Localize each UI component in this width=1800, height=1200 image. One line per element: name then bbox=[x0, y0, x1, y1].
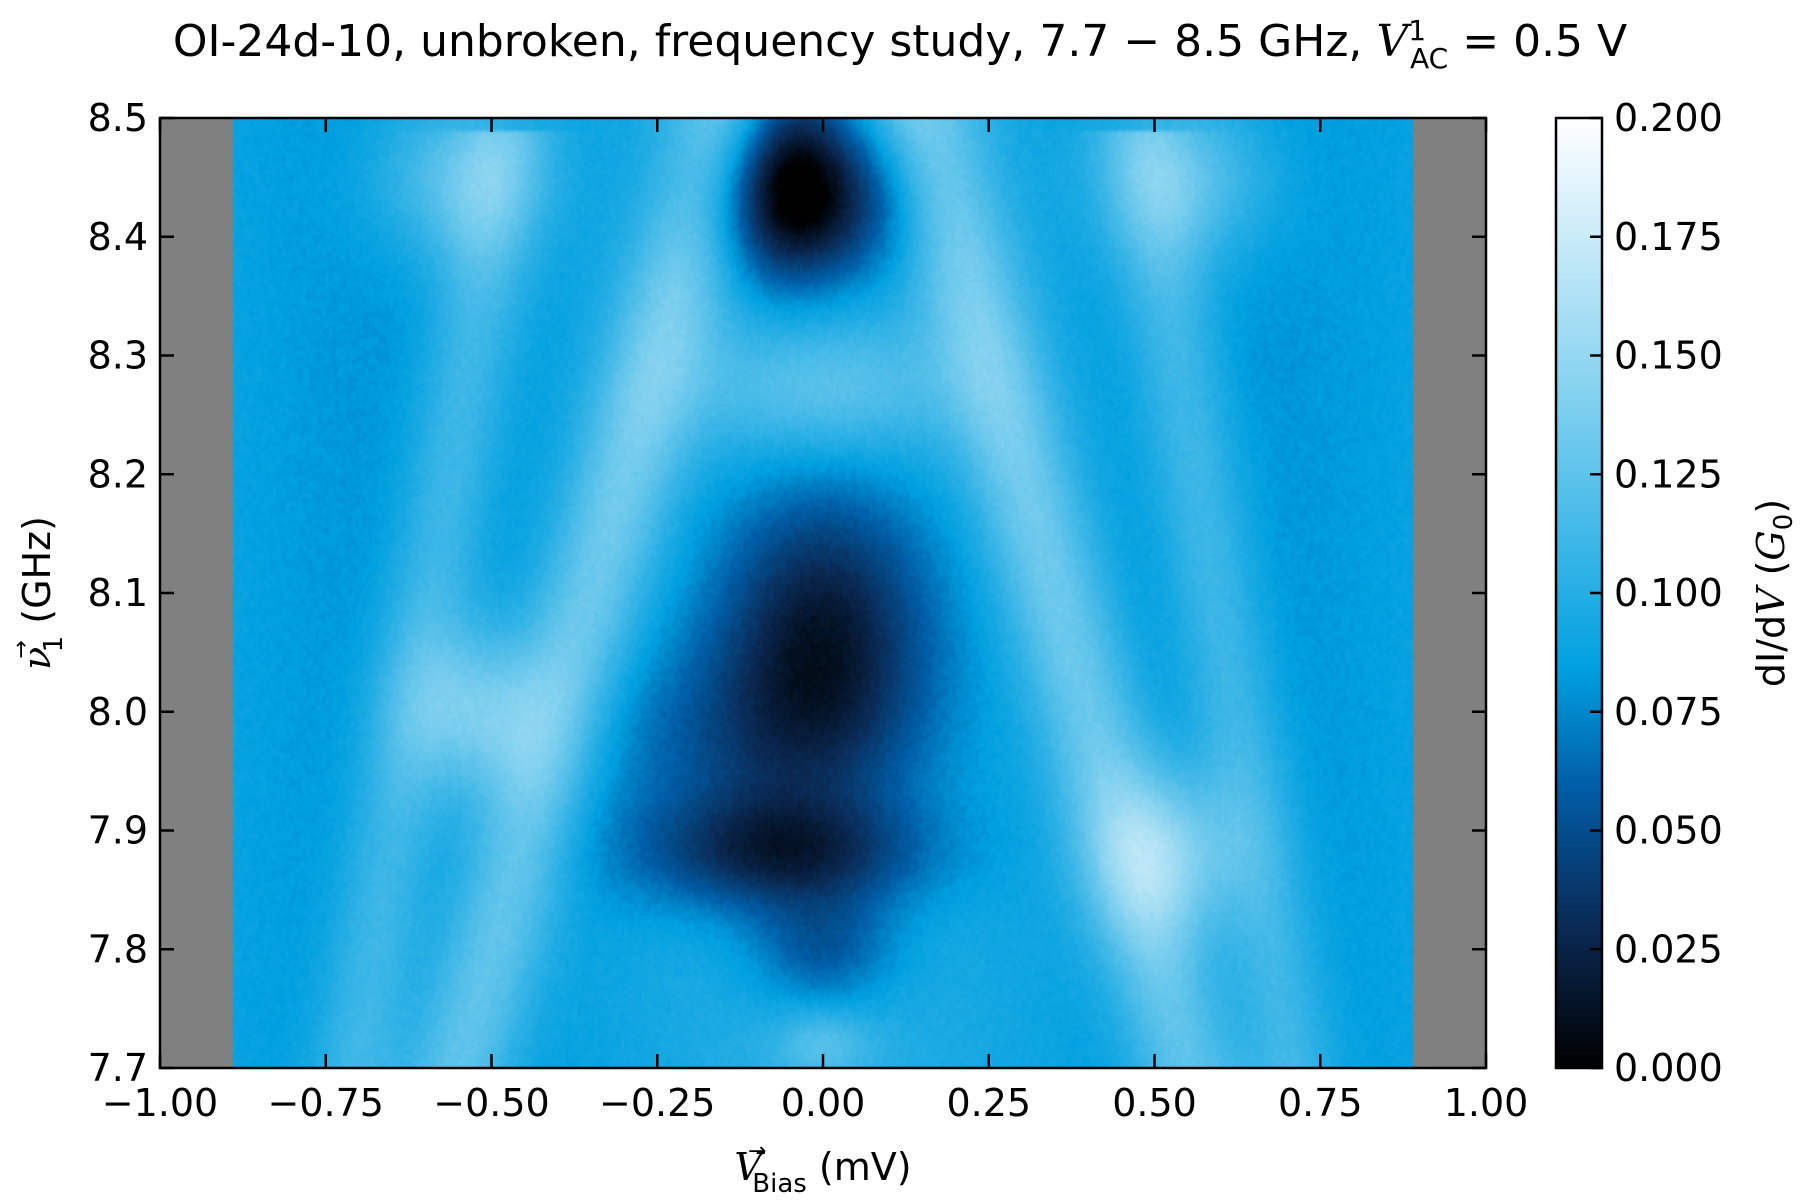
colorbar-tick-label: 0.075 bbox=[1614, 690, 1723, 734]
y-axis-title: ν→ 1 (GHz) bbox=[9, 516, 69, 670]
x-axis-ticks: −1.00 −0.75 −0.50 −0.25 0.00 0.25 0.50 0.75 1.00 bbox=[102, 118, 1529, 1125]
colorbar-tick-label: 0.200 bbox=[1614, 96, 1723, 140]
y-tick-label: 7.8 bbox=[88, 927, 148, 971]
colorbar: 0.000 0.025 0.050 0.075 0.100 0.125 0.150 0.175… bbox=[1554, 96, 1723, 1090]
colorbar-tick-label: 0.150 bbox=[1614, 334, 1723, 378]
y-axis-ticks: 7.7 7.8 7.9 8.0 8.1 8.2 8.3 8.4 8.5 bbox=[88, 96, 1486, 1090]
colorbar-ticks: 0.000 0.025 0.050 0.075 0.100 0.125 0.150 0.175… bbox=[1590, 96, 1723, 1090]
colorbar-tick-label: 0.125 bbox=[1614, 452, 1723, 496]
y-tick-label: 8.4 bbox=[88, 215, 148, 259]
x-tick-label: 0.75 bbox=[1278, 1081, 1363, 1125]
x-tick-label: 0.25 bbox=[946, 1081, 1031, 1125]
y-tick-label: 8.0 bbox=[88, 690, 148, 734]
x-axis-title: V→ Bias (mV) bbox=[734, 1139, 911, 1199]
colorbar-tick-label: 0.175 bbox=[1614, 215, 1723, 259]
x-tick-label: −0.25 bbox=[599, 1081, 715, 1125]
y-tick-label: 7.9 bbox=[88, 809, 148, 853]
x-tick-label: 0.00 bbox=[781, 1081, 866, 1125]
colorbar-tick-label: 0.100 bbox=[1614, 571, 1723, 615]
chart-title: OI-24d-10, unbroken, frequency study, 7.… bbox=[173, 14, 1627, 75]
colorbar-tick-label: 0.050 bbox=[1614, 809, 1723, 853]
y-tick-label: 8.3 bbox=[88, 334, 148, 378]
x-tick-label: −0.75 bbox=[268, 1081, 384, 1125]
colorbar-title: dI/dV (G0) bbox=[1749, 499, 1799, 687]
x-tick-label: −0.50 bbox=[433, 1081, 549, 1125]
x-tick-label: −1.00 bbox=[102, 1081, 218, 1125]
x-tick-label: 1.00 bbox=[1444, 1081, 1529, 1125]
heatmap-image bbox=[160, 118, 1486, 1068]
y-tick-label: 8.5 bbox=[88, 96, 148, 140]
colorbar-tick-label: 0.025 bbox=[1614, 927, 1723, 971]
plot-area: −1.00 −0.75 −0.50 −0.25 0.00 0.25 0.50 0.75 1.00… bbox=[88, 96, 1529, 1125]
y-tick-label: 7.7 bbox=[88, 1046, 148, 1090]
colorbar-tick-label: 0.000 bbox=[1614, 1046, 1723, 1090]
y-tick-label: 8.1 bbox=[88, 571, 148, 615]
x-tick-label: 0.50 bbox=[1112, 1081, 1197, 1125]
y-tick-label: 8.2 bbox=[88, 452, 148, 496]
